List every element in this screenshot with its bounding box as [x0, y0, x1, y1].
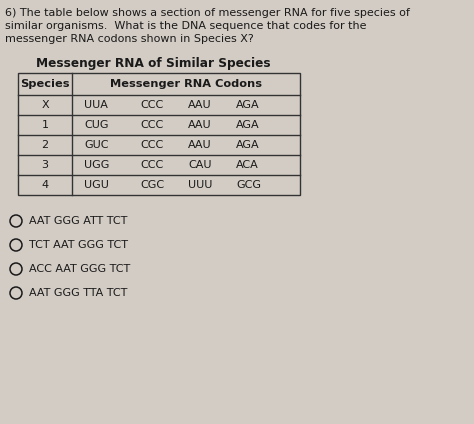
- Text: 6) The table below shows a section of messenger RNA for five species of: 6) The table below shows a section of me…: [5, 8, 410, 18]
- Text: 4: 4: [41, 180, 48, 190]
- Text: GCG: GCG: [236, 180, 261, 190]
- Text: ACC AAT GGG TCT: ACC AAT GGG TCT: [29, 264, 130, 274]
- Text: CCC: CCC: [140, 140, 163, 150]
- Text: GUC: GUC: [84, 140, 109, 150]
- Text: AGA: AGA: [236, 100, 260, 110]
- Text: 1: 1: [42, 120, 48, 130]
- Text: CAU: CAU: [188, 160, 211, 170]
- Text: messenger RNA codons shown in Species X?: messenger RNA codons shown in Species X?: [5, 34, 254, 44]
- Text: 2: 2: [41, 140, 48, 150]
- Text: 3: 3: [42, 160, 48, 170]
- Text: ACA: ACA: [236, 160, 259, 170]
- Text: AAU: AAU: [188, 140, 211, 150]
- Text: CCC: CCC: [140, 120, 163, 130]
- Text: AGA: AGA: [236, 140, 260, 150]
- Text: UUA: UUA: [84, 100, 108, 110]
- Text: CGC: CGC: [140, 180, 164, 190]
- Text: CUG: CUG: [84, 120, 109, 130]
- Text: UGU: UGU: [84, 180, 109, 190]
- Text: X: X: [41, 100, 49, 110]
- Text: CCC: CCC: [140, 160, 163, 170]
- Text: AAU: AAU: [188, 120, 211, 130]
- Text: CCC: CCC: [140, 100, 163, 110]
- Bar: [18, 73, 300, 195]
- Text: UUU: UUU: [188, 180, 212, 190]
- Text: AAT GGG TTA TCT: AAT GGG TTA TCT: [29, 288, 128, 298]
- Text: AAT GGG ATT TCT: AAT GGG ATT TCT: [29, 216, 128, 226]
- Text: Species: Species: [20, 79, 70, 89]
- Text: similar organisms.  What is the DNA sequence that codes for the: similar organisms. What is the DNA seque…: [5, 21, 366, 31]
- Text: Messenger RNA of Similar Species: Messenger RNA of Similar Species: [36, 57, 271, 70]
- Text: TCT AAT GGG TCT: TCT AAT GGG TCT: [29, 240, 128, 250]
- Text: AAU: AAU: [188, 100, 211, 110]
- Text: Messenger RNA Codons: Messenger RNA Codons: [110, 79, 262, 89]
- Text: AGA: AGA: [236, 120, 260, 130]
- Text: UGG: UGG: [84, 160, 109, 170]
